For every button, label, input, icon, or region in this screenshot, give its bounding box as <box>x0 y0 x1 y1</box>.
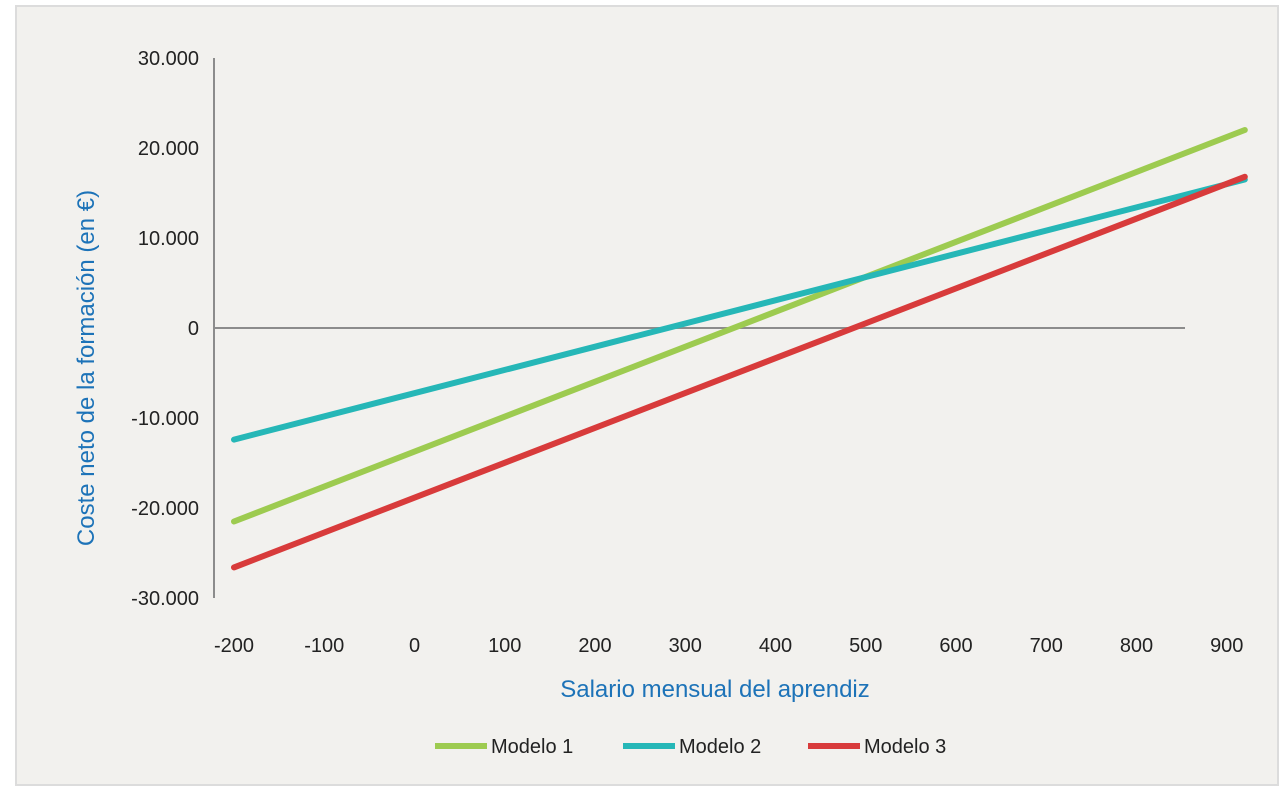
tick-labels: -30.000 -20.000 -10.000 0 10.000 20.000 30.000… <box>131 48 1243 657</box>
x-tick-label: 800 <box>1120 635 1153 657</box>
legend-label: Modelo 2 <box>679 736 761 758</box>
x-tick-label: 400 <box>759 635 792 657</box>
chart-container: -30.000 -20.000 -10.000 0 10.000 20.000 30.000… <box>15 5 1279 786</box>
y-tick-label: 0 <box>188 318 199 340</box>
x-tick-label: 900 <box>1210 635 1243 657</box>
x-axis-title: Salario mensual del aprendiz <box>560 676 870 703</box>
x-tick-label: 0 <box>409 635 420 657</box>
x-tick-label: -200 <box>214 635 254 657</box>
axes <box>213 58 1185 598</box>
y-tick-label: 10.000 <box>138 228 199 250</box>
series-line-3 <box>231 173 1248 571</box>
x-tick-label: 700 <box>1030 635 1063 657</box>
legend-label: Modelo 3 <box>864 736 946 758</box>
chart: -30.000 -20.000 -10.000 0 10.000 20.000 30.000… <box>73 48 1248 758</box>
series-lines <box>231 127 1248 571</box>
y-tick-label: 30.000 <box>138 48 199 70</box>
x-tick-label: 600 <box>939 635 972 657</box>
x-tick-label: -100 <box>304 635 344 657</box>
series-line-2 <box>231 176 1248 443</box>
legend: Modelo 1 Modelo 2 Modelo 3 <box>435 736 946 758</box>
y-axis-title: Coste neto de la formación (en €) <box>73 190 100 546</box>
y-tick-label: 20.000 <box>138 138 199 160</box>
y-tick-label: -20.000 <box>131 498 199 520</box>
series-line-1 <box>231 127 1248 525</box>
y-tick-label: -30.000 <box>131 588 199 610</box>
x-tick-label: 100 <box>488 635 521 657</box>
x-tick-label: 300 <box>669 635 702 657</box>
legend-label: Modelo 1 <box>491 736 573 758</box>
x-tick-label: 200 <box>578 635 611 657</box>
x-tick-label: 500 <box>849 635 882 657</box>
y-tick-label: -10.000 <box>131 408 199 430</box>
